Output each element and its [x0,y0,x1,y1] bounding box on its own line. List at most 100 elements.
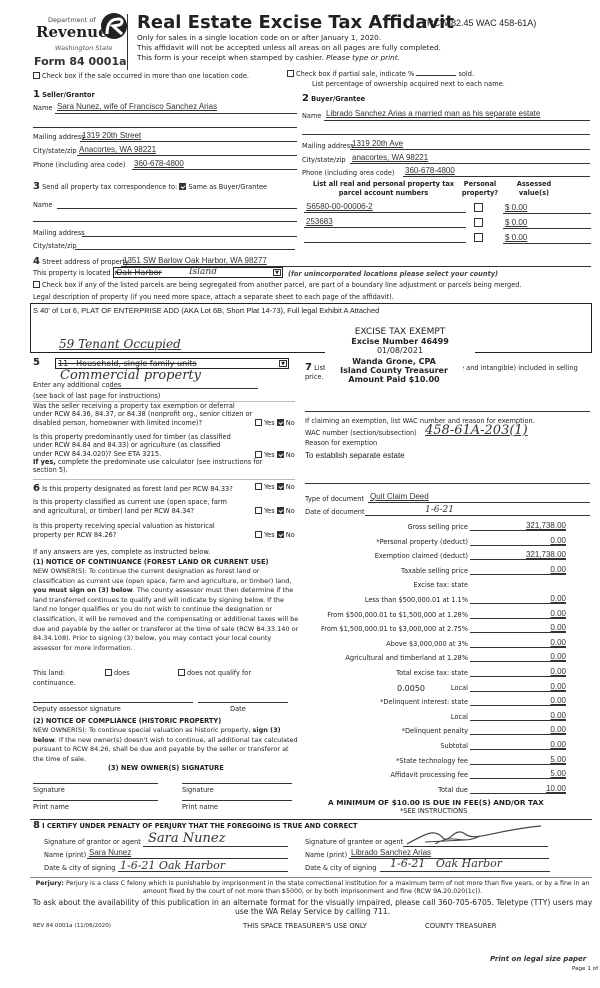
fee-value[interactable]: 321,738.00 [470,550,566,561]
legal-description-box[interactable]: S 40' of Lot 6, PLAT OF ENTERPRISE ADD (… [30,303,592,353]
buyer-mail[interactable]: 1319 20th Ave [352,139,404,148]
chevron-down-icon[interactable]: ▼ [273,269,281,276]
grantee-signature[interactable] [405,824,545,846]
q-historic-answer[interactable]: Yes No [255,531,295,539]
use-code-select[interactable]: 11 - Household, single family units ▼ [55,358,289,369]
does-not-checkbox[interactable] [178,669,185,676]
yes-checkbox[interactable] [255,507,262,514]
no-checkbox[interactable] [276,531,284,538]
handwritten-note: 59 Tenant Occupied [59,337,181,351]
fee-value[interactable]: 321,738.00 [470,521,566,531]
q-current-use-answer[interactable]: Yes No [255,507,295,515]
multi-location-checkbox[interactable] [33,72,40,79]
fee-value[interactable]: 0.00 [470,652,566,663]
grantee-date-city[interactable]: 1-6-21 Oak Harbor [390,857,502,870]
fee-value[interactable]: 0.00 [470,725,566,736]
additional-codes-line[interactable] [110,388,258,389]
multi-location-checkbox-row[interactable]: Check box if the sale occurred in more t… [33,72,249,80]
yes-checkbox[interactable] [255,419,262,426]
corr-mail-line[interactable] [82,236,297,237]
assessed-value[interactable]: $ 0.00 [505,203,528,212]
yes-checkbox[interactable] [255,531,262,538]
fee-value[interactable]: 5.00 [470,769,566,780]
street-address[interactable]: 1351 SW Barlow Oak Harbor, WA 98277 [123,256,267,265]
seller-mail[interactable]: 1319 20th Street [82,131,142,140]
does-label: does [114,669,130,677]
fee-value[interactable]: 0.00 [470,740,566,750]
q-forest-answer[interactable]: Yes No [255,483,295,491]
parcel-number[interactable]: S6580-00-00006-2 [306,202,373,211]
assessed-value[interactable]: $ 0.00 [505,218,528,227]
section-4-number: 4 [33,256,40,267]
doc-date[interactable]: 1-6-21 [425,505,454,515]
deputy-sig-line[interactable] [33,702,193,703]
location-select[interactable]: Oak Harbor Island ▼ [113,267,283,278]
fee-value[interactable]: 0.00 [470,682,566,692]
fee-value[interactable]: 10.00 [470,784,566,794]
fee-label: Excise tax: state [413,581,468,590]
fee-value[interactable]: 0.00 [470,609,566,619]
fee-value[interactable]: 0.00 [470,536,566,546]
wac-number[interactable]: 458-61A-203(1) [425,423,528,438]
buyer-phone[interactable]: 360-678-4800 [405,166,455,175]
fee-value[interactable]: 0.00 [470,565,566,575]
fee-value[interactable]: 0.00 [470,623,566,634]
assessed-value[interactable]: $ 0.00 [505,233,528,242]
corr-name-line[interactable] [57,208,297,209]
grantor-signature[interactable]: Sara Nunez [148,831,226,846]
does-not-option[interactable]: does not qualify for [178,669,251,677]
chevron-down-icon[interactable]: ▼ [279,360,287,367]
reason[interactable]: To establish separate estate [305,451,405,460]
fee-value[interactable]: 0.00 [470,594,566,604]
buyer-name[interactable]: Librado Sanchez Arias a married man as h… [326,109,541,118]
corr-city-label: City/state/zip [33,242,77,250]
grantor-name[interactable]: Sara Nunez [89,848,132,857]
header-line-1: Only for sales in a single location code… [137,33,382,42]
no-checkbox[interactable] [276,483,284,490]
q-exemption-answer[interactable]: Yes No [255,419,295,427]
grantor-date-city[interactable]: 1-6-21 Oak Harbor [120,859,225,872]
grantee-name[interactable]: Librado Sanchez Arias [351,848,432,857]
header-line-2: This affidavit will not be accepted unle… [137,43,441,52]
segregated-row[interactable]: Check box if any of the listed parcels a… [33,281,522,289]
buyer-city[interactable]: anacortes, WA 98221 [352,153,429,162]
does-option[interactable]: does [105,669,130,677]
seller-phone[interactable]: 360-678-4800 [134,159,184,168]
owner-print-line-2[interactable] [182,800,292,801]
owner-print-line-1[interactable] [33,800,158,801]
fee-label: Local [450,683,468,692]
fee-value[interactable]: 0.00 [470,711,566,721]
fee-value[interactable]: 0.00 [470,667,566,677]
does-checkbox[interactable] [105,669,112,676]
no-checkbox[interactable] [276,451,284,458]
no-checkbox[interactable] [276,507,284,514]
personal-property-checkbox[interactable] [474,218,483,227]
corr-city-line[interactable] [75,249,295,250]
q-timber-answer[interactable]: Yes No [255,451,295,459]
fee-value[interactable]: 5.00 [470,755,566,765]
personal-property-checkbox[interactable] [474,203,483,212]
fee-label: Total due [438,785,468,794]
partial-pct-field[interactable] [416,75,457,76]
partial-sale-checkbox[interactable] [287,70,294,77]
seller-name-line [55,113,297,114]
owner-sig-line-2[interactable] [182,783,292,784]
fee-value[interactable]: 0.00 [470,638,566,648]
partial-sale-row[interactable]: Check box if partial sale, indicate % so… [287,70,474,78]
same-as-buyer-checkbox[interactable] [179,183,187,190]
personal-property-checkbox[interactable] [474,233,483,242]
deputy-date-line[interactable] [198,702,288,703]
segregated-checkbox[interactable] [33,281,40,288]
no-checkbox[interactable] [276,419,284,426]
section-7-line[interactable] [305,411,590,412]
doc-type[interactable]: Quit Claim Deed [370,492,429,501]
owner-sig-line-1[interactable] [33,783,158,784]
seller-city[interactable]: Anacortes, WA 98221 [79,145,157,154]
seller-name[interactable]: Sara Nunez, wife of Francisco Sanchez Ar… [57,102,218,111]
legal-description: S 40' of Lot 6, PLAT OF ENTERPRISE ADD (… [33,306,380,315]
corr-name-line-2[interactable] [33,221,297,222]
parcel-number[interactable]: 253683 [306,217,333,226]
yes-checkbox[interactable] [255,483,262,490]
fee-value[interactable]: 0.00 [470,696,566,707]
yes-checkbox[interactable] [255,451,262,458]
